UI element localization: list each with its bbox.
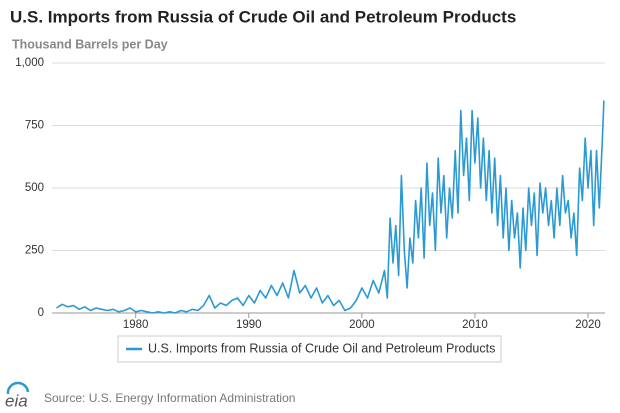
legend-label: U.S. Imports from Russia of Crude Oil an… — [148, 341, 495, 355]
logo-arc — [6, 381, 30, 395]
x-tick-label: 1990 — [236, 319, 262, 331]
chart-subtitle: Thousand Barrels per Day — [12, 37, 168, 51]
x-tick-label: 2000 — [349, 319, 375, 331]
logo: eia — [5, 391, 28, 410]
x-tick-label: 1980 — [123, 319, 149, 331]
y-tick-label: 750 — [25, 120, 44, 132]
y-tick-label: 1,000 — [15, 57, 44, 69]
y-tick-label: 250 — [25, 245, 44, 257]
data-line — [56, 100, 605, 314]
legend-box — [117, 335, 502, 363]
source: Source: U.S. Energy Information Administ… — [44, 391, 295, 405]
y-tick-label: 500 — [25, 182, 44, 194]
y-tick-label: 0 — [38, 307, 44, 319]
x-tick-label: 2020 — [575, 319, 601, 331]
x-tick-label: 2010 — [462, 319, 488, 331]
chart-title: U.S. Imports from Russia of Crude Oil an… — [10, 7, 516, 26]
